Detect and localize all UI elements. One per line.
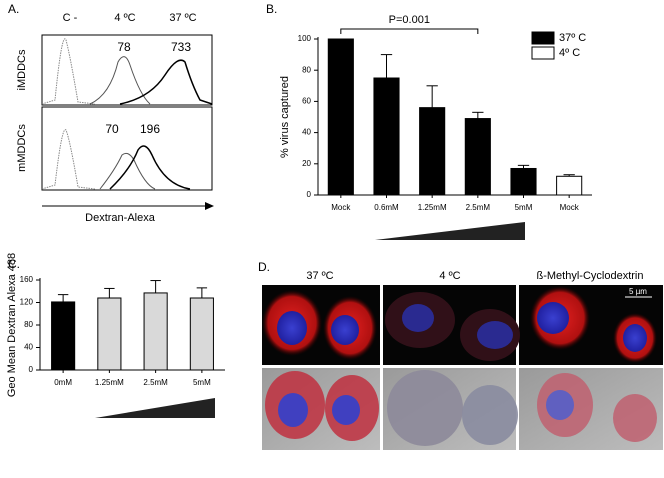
x-tick-label: 0mM [54,378,72,387]
bar [143,292,168,371]
bar [419,107,446,196]
mfi-label: 196 [140,122,160,136]
y-tick-label: 40 [302,128,311,137]
x-tick-label: 2.5mM [143,378,168,387]
bar [97,297,122,371]
condition-label: C - [63,12,78,24]
cells [262,286,657,446]
panel-label: A. [8,2,19,16]
legend-swatch [531,31,555,45]
y-tick-label: 160 [20,275,34,284]
bar [464,118,491,196]
legend-swatch [531,46,555,60]
panel-label: B. [266,2,277,16]
bar [51,301,76,371]
y-tick-label: 120 [20,298,34,307]
x-tick-label: 2.5mM [466,203,491,212]
scale-bar-label: 5 µm [629,287,647,296]
x-axis-label: Dextran-Alexa [85,212,156,224]
row-label: mMDDCs [16,124,28,172]
column-label: 37 ºC [306,270,333,282]
y-tick-label: 80 [302,65,311,74]
mfi-label: 733 [171,40,191,54]
panel-label: C. [8,257,20,271]
histogram-frame [41,34,213,106]
significance-bracket [340,28,479,34]
panel-d: D. 37 ºC 4 ºC ß-Methyl-Cyclodextrin 5 µm [258,260,663,450]
x-tick-label: 1.25mM [95,378,124,387]
y-axis-label: Geo Mean Dextran Alexa 488 [6,253,18,397]
y-tick-label: 80 [24,320,33,329]
x-tick-label: Mock [331,203,351,212]
bar [373,77,400,196]
y-tick-label: 0 [29,365,34,374]
bar [189,297,214,371]
panel-a: A. C - 4 ºC 37 ºC iMDDCs mMDDCs 78 733 7… [8,2,214,224]
histogram-curve [119,59,213,105]
row-label: iMDDCs [16,49,28,90]
concentration-wedge [95,398,215,418]
bar [510,167,537,196]
bar [556,175,583,196]
concentration-wedge [375,222,525,240]
mfi-label: 70 [105,122,119,136]
histogram-frame [41,106,213,191]
condition-label: 37 ºC [169,12,196,24]
y-tick-label: 100 [298,34,312,43]
x-tick-label: 1.25mM [418,203,447,212]
y-tick-label: 60 [302,97,311,106]
histogram-curve [99,152,156,190]
x-tick-label: Mock [560,203,580,212]
y-axis-label: % virus captured [279,76,291,158]
annotation: P=0.001 [389,14,430,26]
histogram-curve [41,38,96,105]
arrow-head [205,202,214,210]
bar [327,38,354,196]
column-label: 4 ºC [439,270,460,282]
histogram-curve [41,129,96,190]
y-tick-label: 40 [24,343,33,352]
histogram-curve [109,145,191,190]
panel-label: D. [258,260,270,274]
condition-label: 4 ºC [114,12,135,24]
mfi-label: 78 [117,40,131,54]
y-tick-label: 20 [302,159,311,168]
legend-label: 37º C [559,32,586,44]
x-tick-label: 5mM [193,378,211,387]
legend-label: 4º C [559,47,580,59]
histogram-curve [89,56,151,105]
column-label: ß-Methyl-Cyclodextrin [537,270,644,282]
x-tick-label: 0.6mM [374,203,399,212]
x-tick-label: 5mM [515,203,533,212]
y-tick-label: 0 [307,190,312,199]
